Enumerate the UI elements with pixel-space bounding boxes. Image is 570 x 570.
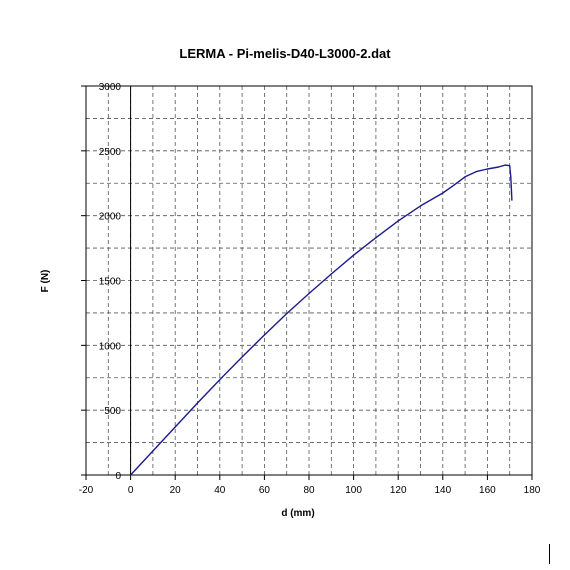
data-point [174,426,176,428]
x-axis-label: d (mm) [281,508,314,519]
data-point [308,292,310,295]
y-tick-label: 2000 [99,212,122,223]
data-point [504,164,506,166]
data-point [509,165,511,167]
y-tick-label: 0 [115,471,121,482]
y-tick-labels: 0 500 1000 1500 2000 2500 3000 [81,82,121,482]
x-tick-label: 160 [479,485,496,496]
x-tick-label: 60 [259,485,271,496]
y-tick-label: 500 [104,406,121,417]
data-point [397,220,399,222]
data-point [486,168,488,170]
x-tick-labels: -20 0 20 40 60 80 100 120 140 160 180 [79,475,541,496]
x-tick-label: 120 [390,485,407,496]
grid-lines [86,86,532,475]
y-axis-label: F (N) [40,270,51,293]
x-tick-label: 40 [214,485,226,496]
data-point [510,176,512,178]
data-point [453,184,455,186]
data-point [152,450,154,452]
data-point [464,176,466,178]
data-point [419,205,422,207]
data-point [286,312,288,315]
data-point [241,356,243,358]
y-tick-label: 1500 [99,277,122,288]
y-tick-label: 2500 [99,147,122,158]
data-point [511,199,513,201]
x-tick-label: 140 [434,485,451,496]
y-tick-label: 1000 [99,341,122,352]
y-tick-label: 3000 [99,82,122,93]
series-line [130,164,513,476]
data-point [497,166,500,168]
data-point [263,334,265,336]
data-point [353,254,355,256]
data-point [475,170,477,173]
data-point [442,192,444,194]
data-point [196,402,199,404]
data-point [330,273,332,275]
data-point [375,237,377,239]
x-tick-label: 80 [303,485,315,496]
x-tick-label: -20 [79,485,94,496]
x-tick-label: 180 [524,485,541,496]
x-tick-label: 20 [170,485,182,496]
divider-mark [549,544,550,564]
series-layer [130,164,513,476]
chart-title: LERMA - Pi-melis-D40-L3000-2.dat [179,46,391,61]
x-tick-label: 100 [345,485,362,496]
data-point [219,379,221,381]
x-tick-label: 0 [128,485,134,496]
